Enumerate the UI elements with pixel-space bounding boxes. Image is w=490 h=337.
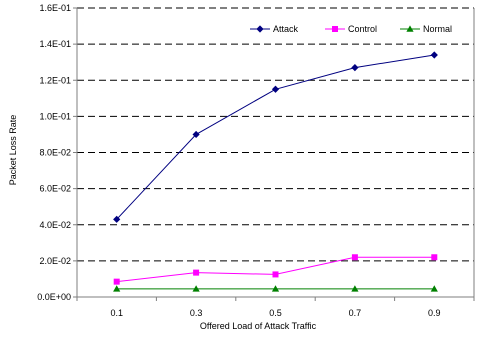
- legend: Attack Control Normal: [250, 24, 452, 34]
- series-normal: [113, 285, 438, 292]
- series-layer: [113, 51, 438, 292]
- legend-item-attack: Attack: [250, 24, 299, 34]
- data-point-control: [272, 271, 279, 278]
- legend-label-control: Control: [348, 24, 377, 34]
- x-tick-label: 0.7: [349, 308, 362, 318]
- legend-marker-attack: [256, 25, 264, 33]
- y-tick-label: 2.0E-02: [39, 256, 71, 266]
- data-point-normal: [351, 285, 359, 292]
- series-line-attack: [116, 54, 435, 220]
- data-point-control: [351, 254, 358, 261]
- data-point-attack: [430, 51, 438, 59]
- series-attack: [113, 51, 438, 223]
- y-tick-label: 0.0E+00: [37, 292, 71, 302]
- data-point-control: [431, 254, 438, 261]
- y-tick-label: 6.0E-02: [39, 184, 71, 194]
- y-tick-label: 1.6E-01: [39, 3, 71, 13]
- x-axis-title: Offered Load of Attack Traffic: [200, 321, 317, 331]
- data-point-normal: [113, 285, 121, 292]
- x-tick-label: 0.1: [110, 308, 123, 318]
- legend-item-normal: Normal: [400, 24, 452, 34]
- y-tick-label: 8.0E-02: [39, 148, 71, 158]
- legend-marker-normal: [406, 25, 414, 32]
- x-tick-label: 0.5: [269, 308, 282, 318]
- x-tick-label: 0.9: [428, 308, 441, 318]
- grid-layer: [77, 7, 474, 262]
- data-point-normal: [430, 285, 438, 292]
- legend-label-normal: Normal: [423, 24, 452, 34]
- data-point-normal: [192, 285, 200, 292]
- data-point-control: [113, 278, 120, 285]
- data-point-control: [193, 269, 200, 276]
- data-point-attack: [271, 85, 280, 93]
- y-axis-title: Packet Loss Rate: [8, 115, 18, 186]
- y-tick-label: 1.2E-01: [39, 75, 71, 85]
- y-tick-label: 1.0E-01: [39, 111, 71, 121]
- axes-layer: 0.0E+00 2.0E-02 4.0E-02 6.0E-02 8.0E-02 1.0E-…: [37, 3, 475, 318]
- legend-item-control: Control: [325, 24, 377, 34]
- y-tick-label: 1.4E-01: [39, 39, 71, 49]
- series-control: [113, 254, 438, 285]
- data-point-attack: [351, 64, 359, 72]
- legend-marker-control: [332, 26, 338, 32]
- data-point-attack: [192, 130, 200, 139]
- x-tick-label: 0.3: [190, 308, 203, 318]
- legend-label-attack: Attack: [273, 24, 299, 34]
- y-tick-label: 4.0E-02: [39, 220, 71, 230]
- data-point-attack: [113, 215, 121, 223]
- data-point-normal: [271, 285, 280, 292]
